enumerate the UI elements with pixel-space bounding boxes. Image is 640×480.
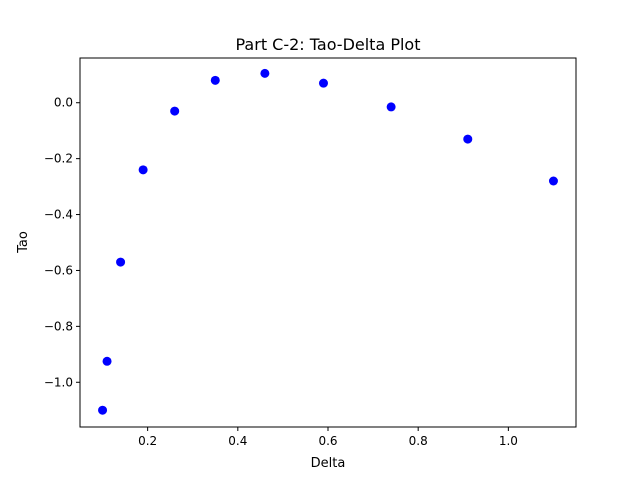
y-tick-label: −0.2 xyxy=(44,152,73,166)
x-tick-label: 0.8 xyxy=(409,434,428,448)
axes-frame xyxy=(79,57,577,428)
y-tick-label: −0.4 xyxy=(44,208,73,222)
x-tick-label: 1.0 xyxy=(499,434,518,448)
x-tick-label: 0.4 xyxy=(228,434,247,448)
data-point xyxy=(318,78,328,88)
data-point xyxy=(463,134,473,144)
plot-area: 0.2 0.4 0.6 0.8 1.0 −1.0 −0.8 −0.6 −0.4 −0.2 0.0 xyxy=(44,57,577,448)
data-point xyxy=(116,257,126,267)
data-point xyxy=(170,106,180,116)
y-axis-label: Tao xyxy=(16,231,31,254)
y-tick-label: −0.6 xyxy=(44,263,73,277)
data-point xyxy=(102,356,112,366)
y-tick-label: −1.0 xyxy=(44,375,73,389)
x-tick-label: 0.6 xyxy=(318,434,337,448)
y-tick-label: −0.8 xyxy=(44,319,73,333)
y-tick-label: 0.0 xyxy=(54,96,73,110)
data-point xyxy=(260,68,270,78)
data-point xyxy=(210,75,220,85)
x-axis-label: Delta xyxy=(311,456,346,471)
data-point xyxy=(138,165,148,175)
data-point xyxy=(386,102,396,112)
data-point xyxy=(548,176,558,186)
data-point xyxy=(98,405,108,415)
chart-title: Part C-2: Tao-Delta Plot xyxy=(236,35,421,54)
x-tick-label: 0.2 xyxy=(138,434,157,448)
